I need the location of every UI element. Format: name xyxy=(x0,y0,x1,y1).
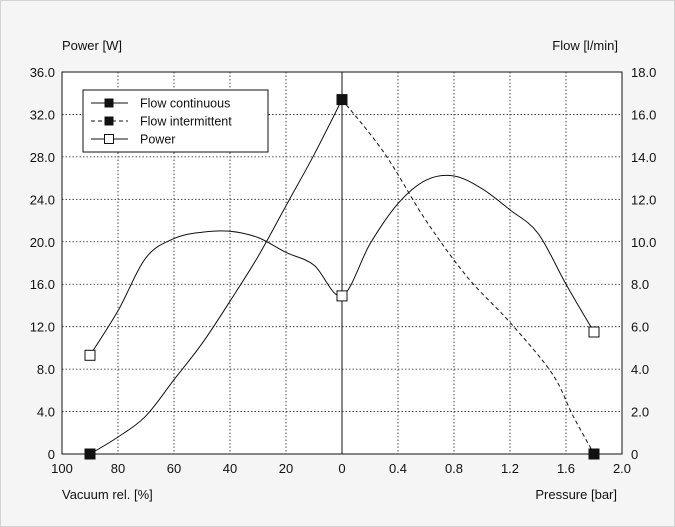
y-right-tick-label: 2.0 xyxy=(631,405,649,420)
data-point-power xyxy=(336,290,348,302)
x-left-axis-label: Vacuum rel. [%] xyxy=(62,487,153,502)
x-pressure-tick-label: 0.4 xyxy=(389,461,407,476)
legend-marker-flow-continuous xyxy=(104,98,114,108)
x-vacuum-tick-label: 100 xyxy=(51,461,73,476)
y-left-tick-label: 20.0 xyxy=(30,235,55,250)
y-left-axis-label: Power [W] xyxy=(62,38,122,53)
series-line-flow-continuous xyxy=(89,99,343,455)
y-right-tick-label: 0 xyxy=(631,447,638,462)
legend-marker-flow-intermittent xyxy=(104,116,114,126)
series-layer xyxy=(84,94,600,460)
y-right-axis-label: Flow [l/min] xyxy=(552,38,618,53)
legend: Flow continuous Flow intermittent Power xyxy=(82,89,269,153)
y-left-tick-label: 8.0 xyxy=(37,362,55,377)
x-vacuum-tick-label: 20 xyxy=(279,461,293,476)
y-right-tick-label: 8.0 xyxy=(631,277,649,292)
y-right-tick-label: 12.0 xyxy=(631,192,656,207)
tick-labels: 04.08.012.016.020.024.028.032.036.002.04… xyxy=(30,65,657,476)
y-right-tick-label: 18.0 xyxy=(631,65,656,80)
legend-label-power: Power xyxy=(140,133,175,147)
x-vacuum-tick-label: 60 xyxy=(167,461,181,476)
y-right-tick-label: 14.0 xyxy=(631,150,656,165)
y-right-tick-label: 16.0 xyxy=(631,107,656,122)
x-vacuum-tick-label: 80 xyxy=(111,461,125,476)
y-right-tick-label: 4.0 xyxy=(631,362,649,377)
y-left-tick-label: 12.0 xyxy=(30,320,55,335)
legend-marker-power xyxy=(104,134,114,144)
y-right-tick-label: 10.0 xyxy=(631,235,656,250)
y-left-tick-label: 24.0 xyxy=(30,192,55,207)
data-point-flow-continuous xyxy=(336,94,348,106)
y-left-tick-label: 28.0 xyxy=(30,150,55,165)
data-point-power xyxy=(84,349,96,361)
y-left-tick-label: 4.0 xyxy=(37,405,55,420)
data-point-power xyxy=(588,326,600,338)
y-right-tick-label: 6.0 xyxy=(631,320,649,335)
x-vacuum-tick-label: 0 xyxy=(338,461,345,476)
y-left-tick-label: 32.0 xyxy=(30,107,55,122)
y-left-tick-label: 16.0 xyxy=(30,277,55,292)
x-vacuum-tick-label: 40 xyxy=(223,461,237,476)
data-point-flow-intermittent xyxy=(588,448,600,460)
legend-label-flow-continuous: Flow continuous xyxy=(140,97,230,111)
y-left-tick-label: 36.0 xyxy=(30,65,55,80)
x-pressure-tick-label: 1.6 xyxy=(557,461,575,476)
legend-label-flow-intermittent: Flow intermittent xyxy=(140,115,232,129)
x-right-axis-label: Pressure [bar] xyxy=(535,487,617,502)
series-line-flow-intermittent xyxy=(341,99,595,455)
y-left-tick-label: 0 xyxy=(48,447,55,462)
data-point-flow-continuous xyxy=(84,448,96,460)
x-pressure-tick-label: 2.0 xyxy=(613,461,631,476)
x-pressure-tick-label: 1.2 xyxy=(501,461,519,476)
x-pressure-tick-label: 0.8 xyxy=(445,461,463,476)
